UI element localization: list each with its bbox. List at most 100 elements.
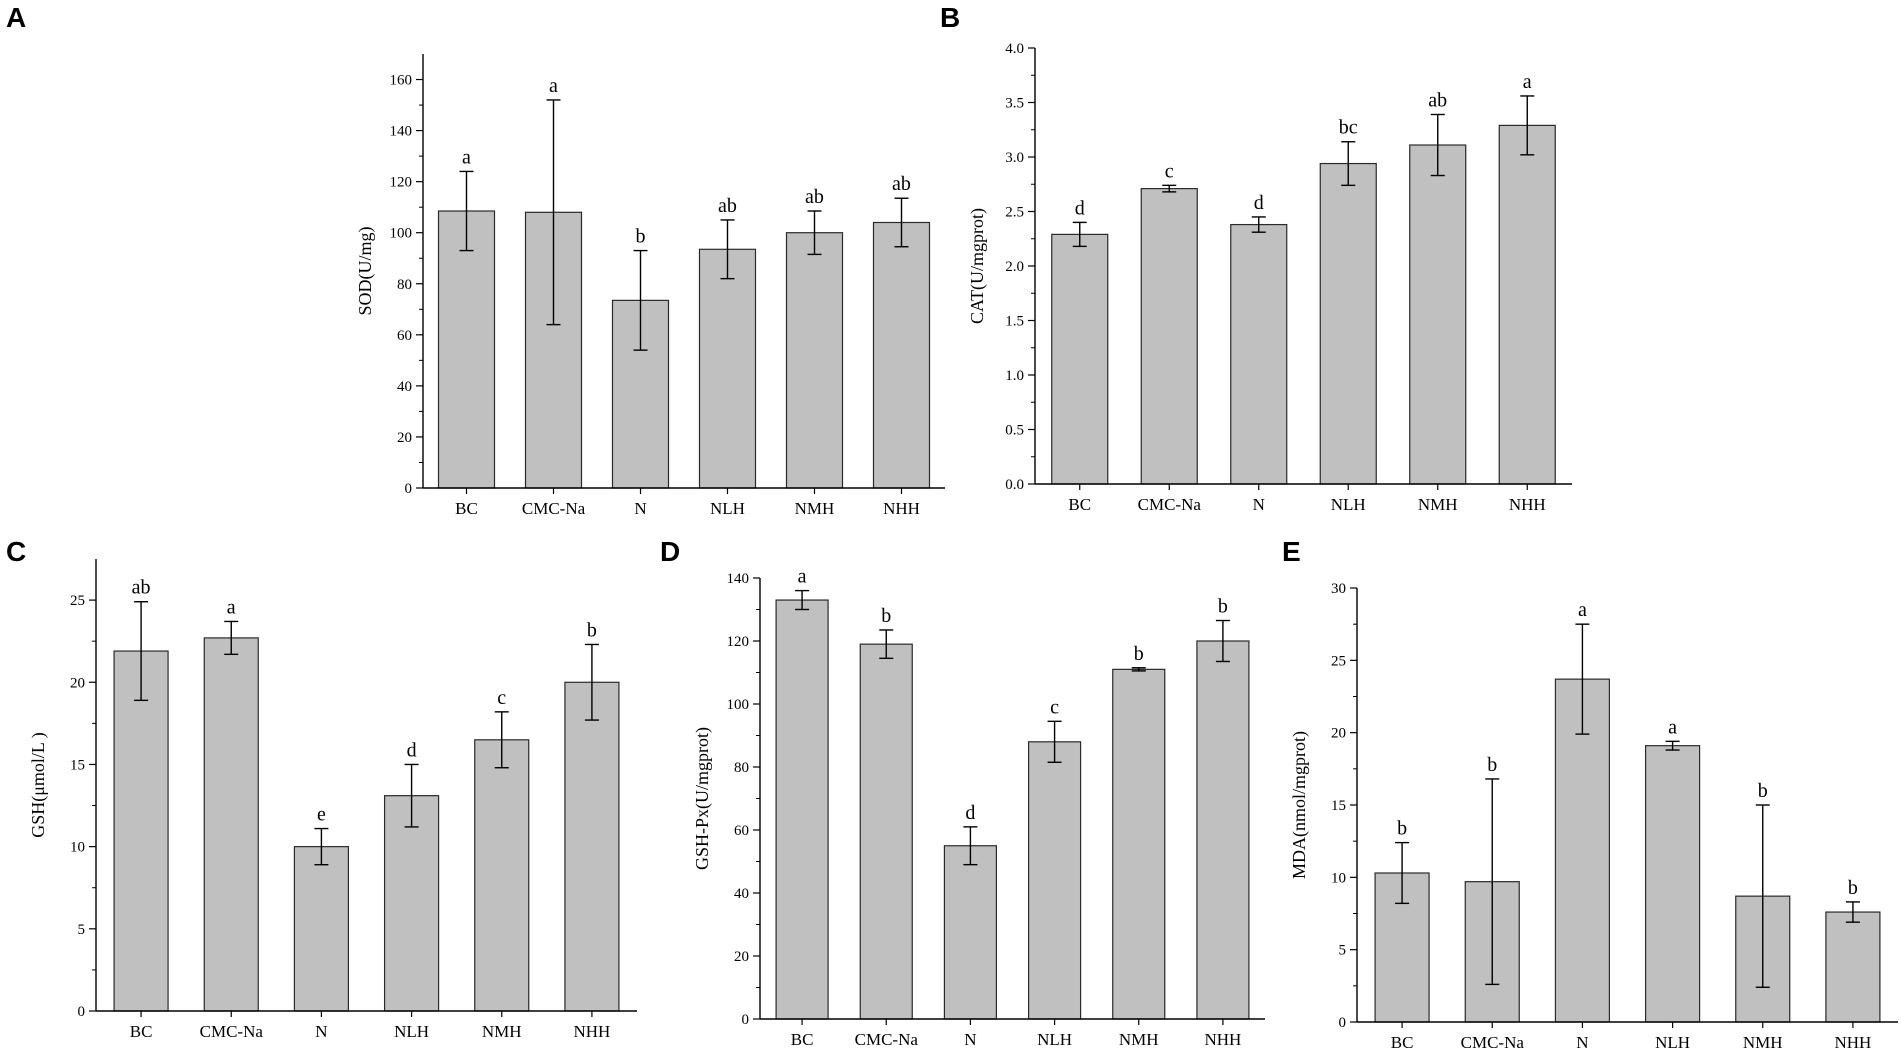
bar-d-1 xyxy=(859,643,913,1020)
y-tick-label-a-1: 20 xyxy=(397,430,412,446)
significance-label-c-0: ab xyxy=(132,577,151,599)
significance-label-e-0: b xyxy=(1397,818,1407,840)
bar-c-0 xyxy=(113,650,169,1012)
significance-label-a-2: b xyxy=(636,226,646,248)
y-tick-label-c-1: 5 xyxy=(78,922,86,938)
y-axis-title-b: CAT(U/mgprot) xyxy=(967,208,988,324)
y-tick-label-a-8: 160 xyxy=(390,73,413,89)
y-tick-label-a-5: 100 xyxy=(390,226,413,242)
significance-label-c-2: e xyxy=(317,804,326,826)
significance-label-b-3: bc xyxy=(1339,117,1358,139)
chart-panel-a: 0 20 40 60 80 100 120 140 160 a BC a CMC-Na b Nab NLH ab… xyxy=(355,54,945,518)
x-tick-label-b-2: N xyxy=(1253,495,1265,514)
x-tick-label-c-2: N xyxy=(315,1022,327,1041)
y-tick-label-a-4: 80 xyxy=(397,277,412,293)
significance-label-e-4: b xyxy=(1758,780,1768,802)
x-tick-label-c-1: CMC-Na xyxy=(200,1022,264,1041)
significance-label-d-5: b xyxy=(1218,596,1228,618)
chart-panel-d: 0 20 40 60 80 100 120 140 a BC b CMC-Na d Nc NLH b NMH b N… xyxy=(692,566,1265,1049)
bar-b-2 xyxy=(1230,223,1288,485)
y-tick-label-e-6: 30 xyxy=(1331,581,1346,597)
chart-panel-e: 0 5 10 15 20 25 30 b BC b CMC-Na a Na NLH b NMH b NHH MDA(… xyxy=(1289,581,1898,1052)
panel-letter-d: D xyxy=(660,536,681,567)
bar-d-0 xyxy=(775,599,829,1020)
x-tick-label-d-3: NLH xyxy=(1037,1030,1072,1049)
y-tick-label-e-0: 0 xyxy=(1339,1015,1347,1031)
bar-c-1 xyxy=(203,637,259,1012)
significance-label-c-5: b xyxy=(587,619,597,641)
panel-letter-e: E xyxy=(1282,536,1301,567)
significance-label-b-1: c xyxy=(1165,160,1174,182)
significance-label-a-1: a xyxy=(549,75,558,97)
significance-label-c-4: c xyxy=(497,687,506,709)
significance-label-a-3: ab xyxy=(718,195,737,217)
y-tick-label-e-5: 25 xyxy=(1331,653,1346,669)
y-tick-label-a-2: 40 xyxy=(397,379,412,395)
y-axis-title-d: GSH-Px(U/mgprot) xyxy=(692,727,713,870)
y-tick-label-d-5: 100 xyxy=(727,697,750,713)
y-tick-label-b-3: 1.5 xyxy=(1005,314,1024,330)
y-tick-label-d-3: 60 xyxy=(734,823,749,839)
bar-b-4 xyxy=(1409,144,1467,485)
y-tick-label-d-6: 120 xyxy=(727,634,750,650)
y-tick-label-a-7: 140 xyxy=(390,124,413,140)
significance-label-a-0: a xyxy=(462,146,471,168)
significance-label-c-3: d xyxy=(407,739,417,761)
significance-label-e-2: a xyxy=(1578,599,1587,621)
y-tick-label-b-2: 1.0 xyxy=(1005,368,1024,384)
y-tick-label-e-3: 15 xyxy=(1331,798,1346,814)
bar-d-2 xyxy=(943,845,998,1020)
x-tick-label-d-0: BC xyxy=(791,1030,814,1049)
y-tick-label-a-3: 60 xyxy=(397,328,412,344)
y-tick-label-d-7: 140 xyxy=(727,571,750,587)
bar-b-3 xyxy=(1319,162,1377,485)
panel-letter-b: B xyxy=(940,2,961,33)
y-tick-label-b-8: 4.0 xyxy=(1005,41,1024,57)
x-tick-label-e-1: CMC-Na xyxy=(1461,1033,1525,1052)
y-tick-label-c-3: 15 xyxy=(70,757,85,773)
y-tick-label-c-2: 10 xyxy=(70,840,85,856)
bar-c-5 xyxy=(564,681,620,1012)
x-tick-label-c-3: NLH xyxy=(394,1022,429,1041)
bar-b-1 xyxy=(1140,188,1198,485)
significance-label-a-5: ab xyxy=(892,173,911,195)
significance-label-b-5: a xyxy=(1523,71,1532,93)
y-tick-label-b-5: 2.5 xyxy=(1005,205,1024,221)
significance-label-e-5: b xyxy=(1848,877,1858,899)
significance-label-b-2: d xyxy=(1254,192,1264,214)
significance-label-e-1: b xyxy=(1487,754,1497,776)
x-tick-label-e-0: BC xyxy=(1391,1033,1414,1052)
significance-label-d-1: b xyxy=(881,605,891,627)
x-tick-label-b-5: NHH xyxy=(1509,495,1546,514)
x-tick-label-e-2: N xyxy=(1576,1033,1588,1052)
x-tick-label-d-1: CMC-Na xyxy=(855,1030,919,1049)
y-tick-label-c-4: 20 xyxy=(70,675,85,691)
y-axis-title-a: SOD(U/mg) xyxy=(355,226,376,315)
x-tick-label-c-4: NMH xyxy=(482,1022,522,1041)
y-tick-label-b-0: 0.0 xyxy=(1005,477,1024,493)
chart-panel-c: 0 5 10 15 20 25 ab BC a CMC-Na e Nd NLH c NMH b NHH GSH(μ… xyxy=(28,559,637,1041)
x-tick-label-c-0: BC xyxy=(130,1022,153,1041)
y-tick-label-c-5: 25 xyxy=(70,593,85,609)
significance-label-b-4: ab xyxy=(1428,89,1447,111)
bar-a-5 xyxy=(872,221,931,489)
bar-b-5 xyxy=(1498,124,1556,485)
bar-d-4 xyxy=(1112,668,1166,1020)
y-tick-label-a-0: 0 xyxy=(405,481,413,497)
x-tick-label-a-5: NHH xyxy=(883,499,920,518)
x-tick-label-b-1: CMC-Na xyxy=(1138,495,1202,514)
x-tick-label-d-2: N xyxy=(964,1030,976,1049)
y-tick-label-d-1: 20 xyxy=(734,949,749,965)
bar-a-4 xyxy=(785,232,844,489)
bar-c-3 xyxy=(383,795,440,1012)
y-tick-label-b-4: 2.0 xyxy=(1005,259,1024,275)
bar-c-4 xyxy=(474,739,530,1012)
x-tick-label-e-4: NMH xyxy=(1743,1033,1783,1052)
x-tick-label-a-2: N xyxy=(634,499,646,518)
x-tick-label-a-1: CMC-Na xyxy=(522,499,586,518)
panel-letter-a: A xyxy=(6,2,27,33)
bar-d-5 xyxy=(1196,640,1250,1020)
y-tick-label-c-0: 0 xyxy=(78,1004,86,1020)
panel-letter-c: C xyxy=(6,536,27,567)
